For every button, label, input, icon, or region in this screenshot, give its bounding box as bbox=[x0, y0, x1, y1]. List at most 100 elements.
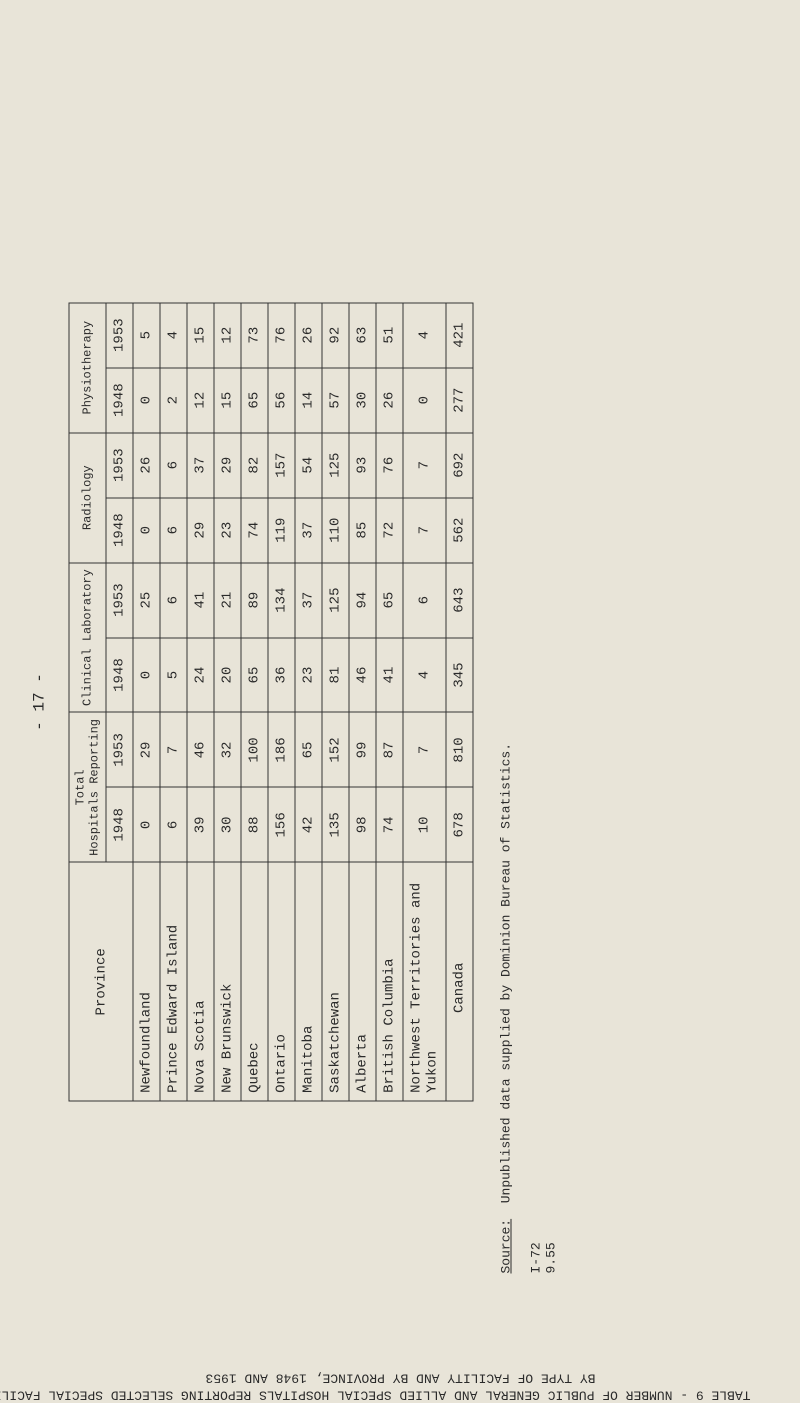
cell: 5 bbox=[133, 302, 160, 367]
cell: 56 bbox=[268, 367, 295, 432]
total-cell: 643 bbox=[446, 562, 473, 637]
cell: 23 bbox=[214, 497, 241, 562]
cell: 98 bbox=[349, 787, 376, 862]
cell: 125 bbox=[322, 432, 349, 497]
row-label: Northwest Territories andYukon bbox=[403, 862, 446, 1101]
table-row: Alberta9899469485933063 bbox=[349, 302, 376, 1101]
cell: 87 bbox=[376, 712, 403, 787]
row-label: British Columbia bbox=[376, 862, 403, 1101]
cell: 65 bbox=[295, 712, 322, 787]
year-1953: 1953 bbox=[106, 712, 133, 787]
cell: 4 bbox=[403, 302, 446, 367]
table-row: British Columbia7487416572762651 bbox=[376, 302, 403, 1101]
cell: 89 bbox=[241, 562, 268, 637]
cell: 21 bbox=[214, 562, 241, 637]
table-row: Ontario156186361341191575676 bbox=[268, 302, 295, 1101]
cell: 41 bbox=[187, 562, 214, 637]
cell: 0 bbox=[133, 637, 160, 712]
cell: 65 bbox=[376, 562, 403, 637]
cell: 12 bbox=[187, 367, 214, 432]
scanned-page: - 17 - TABLE 9 - NUMBER OF PUBLIC GENERA… bbox=[0, 0, 800, 1403]
colgrp-clinical-lab: Clinical Laboratory bbox=[69, 562, 106, 712]
total-cell: 562 bbox=[446, 497, 473, 562]
cell: 29 bbox=[133, 712, 160, 787]
cell: 4 bbox=[160, 302, 187, 367]
cell: 6 bbox=[160, 432, 187, 497]
cell: 20 bbox=[214, 637, 241, 712]
cell: 74 bbox=[241, 497, 268, 562]
year-1953: 1953 bbox=[106, 432, 133, 497]
cell: 63 bbox=[349, 302, 376, 367]
cell: 110 bbox=[322, 497, 349, 562]
cell: 81 bbox=[322, 637, 349, 712]
cell: 6 bbox=[403, 562, 446, 637]
cell: 29 bbox=[214, 432, 241, 497]
table-title: TABLE 9 - NUMBER OF PUBLIC GENERAL AND A… bbox=[50, 1368, 750, 1402]
table-row: Prince Edward Island67566624 bbox=[160, 302, 187, 1101]
cell: 0 bbox=[133, 787, 160, 862]
cell: 82 bbox=[241, 432, 268, 497]
cell: 37 bbox=[295, 497, 322, 562]
total-cell: 810 bbox=[446, 712, 473, 787]
colgrp-radiology: Radiology bbox=[69, 432, 106, 562]
cell: 5 bbox=[160, 637, 187, 712]
cell: 26 bbox=[376, 367, 403, 432]
total-cell: 277 bbox=[446, 367, 473, 432]
cell: 92 bbox=[322, 302, 349, 367]
cell: 157 bbox=[268, 432, 295, 497]
cell: 74 bbox=[376, 787, 403, 862]
table-row: Newfoundland02902502605 bbox=[133, 302, 160, 1101]
row-label: Nova Scotia bbox=[187, 862, 214, 1101]
cell: 135 bbox=[322, 787, 349, 862]
page-number: - 17 - bbox=[30, 50, 48, 1353]
total-cell: 421 bbox=[446, 302, 473, 367]
table-row: Nova Scotia3946244129371215 bbox=[187, 302, 214, 1101]
source-text: Unpublished data supplied by Dominion Bu… bbox=[498, 743, 513, 1203]
cell: 10 bbox=[403, 787, 446, 862]
cell: 36 bbox=[268, 637, 295, 712]
cell: 24 bbox=[187, 637, 214, 712]
cell: 76 bbox=[268, 302, 295, 367]
table-row: Northwest Territories andYukon107467704 bbox=[403, 302, 446, 1101]
cell: 57 bbox=[322, 367, 349, 432]
colgrp-physio: Physiotherapy bbox=[69, 302, 106, 432]
year-1953: 1953 bbox=[106, 302, 133, 367]
table-row: New Brunswick3032202123291512 bbox=[214, 302, 241, 1101]
cell: 65 bbox=[241, 367, 268, 432]
total-cell: 692 bbox=[446, 432, 473, 497]
cell: 23 bbox=[295, 637, 322, 712]
row-label: Ontario bbox=[268, 862, 295, 1101]
cell: 7 bbox=[403, 432, 446, 497]
cell: 30 bbox=[214, 787, 241, 862]
year-1953: 1953 bbox=[106, 562, 133, 637]
cell: 88 bbox=[241, 787, 268, 862]
cell: 7 bbox=[160, 712, 187, 787]
table-row: Manitoba4265233737541426 bbox=[295, 302, 322, 1101]
source-line: Source: Unpublished data supplied by Dom… bbox=[498, 50, 513, 1273]
row-label: Alberta bbox=[349, 862, 376, 1101]
cell: 73 bbox=[241, 302, 268, 367]
total-cell: 678 bbox=[446, 787, 473, 862]
total-label: Canada bbox=[446, 862, 473, 1101]
cell: 186 bbox=[268, 712, 295, 787]
year-1948: 1948 bbox=[106, 787, 133, 862]
row-label: Manitoba bbox=[295, 862, 322, 1101]
cell: 54 bbox=[295, 432, 322, 497]
title-line-1: TABLE 9 - NUMBER OF PUBLIC GENERAL AND A… bbox=[0, 1387, 750, 1402]
cell: 25 bbox=[133, 562, 160, 637]
cell: 85 bbox=[349, 497, 376, 562]
year-1948: 1948 bbox=[106, 637, 133, 712]
facilities-table: Province Total Hospitals Reporting Clini… bbox=[68, 302, 473, 1102]
cell: 4 bbox=[403, 637, 446, 712]
cell: 0 bbox=[133, 367, 160, 432]
cell: 46 bbox=[349, 637, 376, 712]
cell: 94 bbox=[349, 562, 376, 637]
footer: Source: Unpublished data supplied by Dom… bbox=[498, 50, 558, 1273]
cell: 37 bbox=[295, 562, 322, 637]
cell: 41 bbox=[376, 637, 403, 712]
year-1948: 1948 bbox=[106, 497, 133, 562]
cell: 42 bbox=[295, 787, 322, 862]
cell: 99 bbox=[349, 712, 376, 787]
cell: 125 bbox=[322, 562, 349, 637]
cell: 32 bbox=[214, 712, 241, 787]
